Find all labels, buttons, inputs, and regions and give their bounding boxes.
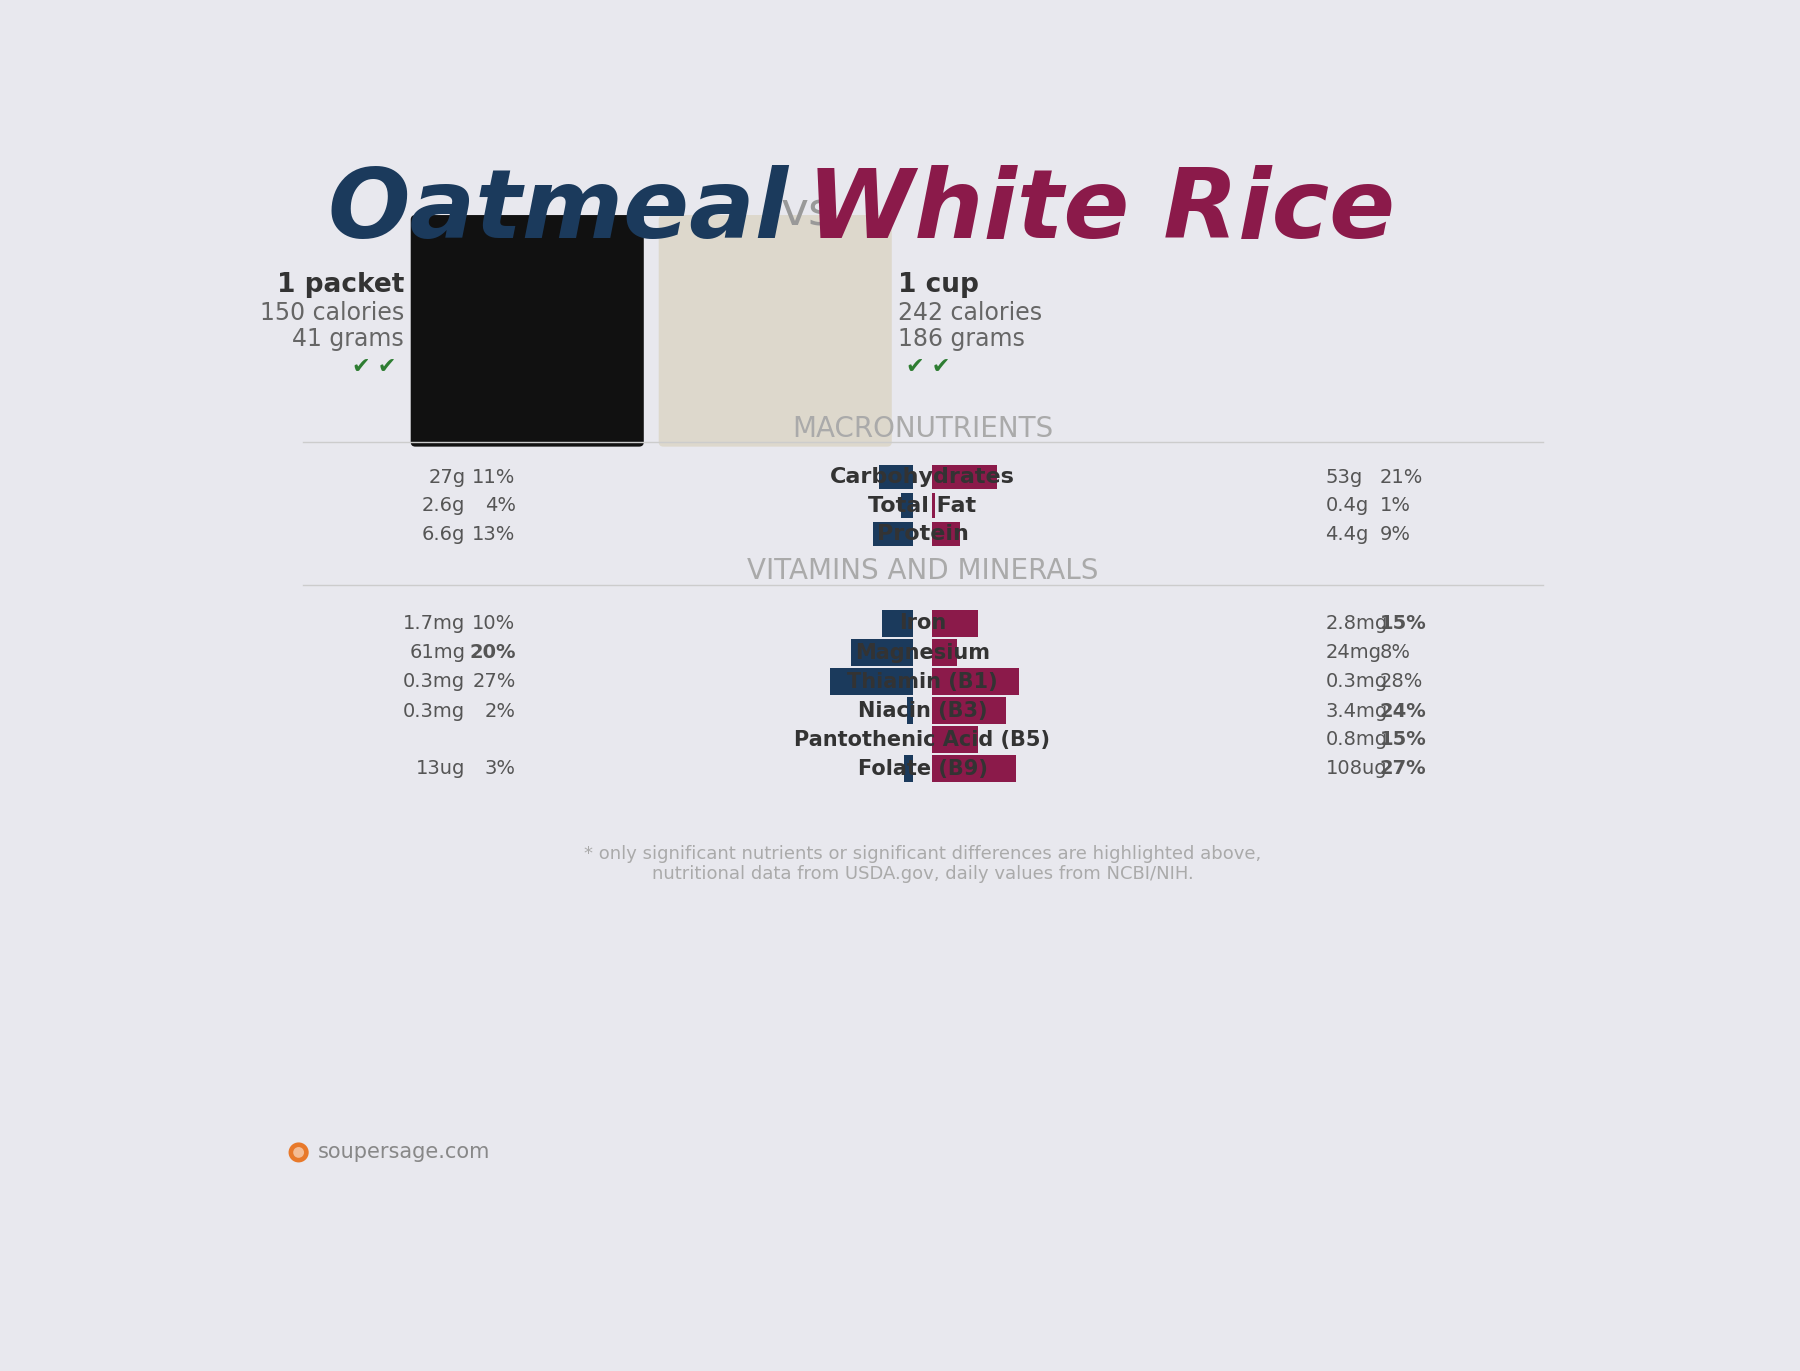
Text: 24mg: 24mg xyxy=(1325,643,1382,662)
Text: 11%: 11% xyxy=(472,468,515,487)
Text: 15%: 15% xyxy=(1381,731,1426,749)
Text: Oatmeal: Oatmeal xyxy=(328,165,788,258)
Text: 1%: 1% xyxy=(1381,496,1411,515)
Text: 27g: 27g xyxy=(428,468,464,487)
Text: Carbohydrates: Carbohydrates xyxy=(830,468,1015,487)
Text: ✔ ✔: ✔ ✔ xyxy=(351,356,396,377)
Circle shape xyxy=(293,1148,304,1158)
Text: 242 calories: 242 calories xyxy=(898,302,1042,325)
Text: * only significant nutrients or significant differences are highlighted above,: * only significant nutrients or signific… xyxy=(583,846,1262,864)
Text: 0.3mg: 0.3mg xyxy=(403,672,464,691)
Text: 186 grams: 186 grams xyxy=(898,326,1026,351)
Text: 8%: 8% xyxy=(1381,643,1411,662)
Text: 0.8mg: 0.8mg xyxy=(1325,731,1388,749)
Text: Folate (B9): Folate (B9) xyxy=(857,760,988,779)
Text: 41 grams: 41 grams xyxy=(292,326,403,351)
Text: 21%: 21% xyxy=(1381,468,1424,487)
Text: 4%: 4% xyxy=(484,496,515,515)
Bar xyxy=(830,668,913,695)
Text: 13ug: 13ug xyxy=(416,760,464,779)
Text: 61mg: 61mg xyxy=(409,643,464,662)
Text: 28%: 28% xyxy=(1381,672,1424,691)
Text: Niacin (B3): Niacin (B3) xyxy=(859,701,986,721)
Bar xyxy=(932,698,1006,724)
Bar xyxy=(932,610,979,636)
Bar xyxy=(932,725,979,753)
Bar xyxy=(932,465,997,489)
Text: MACRONUTRIENTS: MACRONUTRIENTS xyxy=(792,414,1053,443)
Text: Pantothenic Acid (B5): Pantothenic Acid (B5) xyxy=(794,729,1051,750)
Text: ✔ ✔: ✔ ✔ xyxy=(905,356,950,377)
Bar xyxy=(878,465,913,489)
Bar xyxy=(907,698,913,724)
Bar xyxy=(932,668,1019,695)
Text: Protein: Protein xyxy=(877,524,968,544)
Text: 20%: 20% xyxy=(470,643,515,662)
Text: 3.4mg: 3.4mg xyxy=(1325,702,1388,721)
Bar xyxy=(882,610,913,636)
Text: 108ug: 108ug xyxy=(1325,760,1388,779)
Text: vs.: vs. xyxy=(779,191,848,236)
Text: 27%: 27% xyxy=(472,672,515,691)
Bar xyxy=(932,639,956,666)
Text: 53g: 53g xyxy=(1325,468,1363,487)
Text: 3%: 3% xyxy=(484,760,515,779)
Text: 0.3mg: 0.3mg xyxy=(1325,672,1388,691)
Text: Magnesium: Magnesium xyxy=(855,643,990,662)
Text: 10%: 10% xyxy=(472,614,515,633)
Text: Iron: Iron xyxy=(898,613,947,633)
Text: 2.6g: 2.6g xyxy=(421,496,464,515)
Text: 2.8mg: 2.8mg xyxy=(1325,614,1388,633)
Text: 9%: 9% xyxy=(1381,525,1411,544)
Bar xyxy=(904,755,913,781)
Text: 27%: 27% xyxy=(1381,760,1426,779)
Text: 1 packet: 1 packet xyxy=(277,271,403,298)
Text: 0.3mg: 0.3mg xyxy=(403,702,464,721)
Bar xyxy=(932,522,959,547)
Bar xyxy=(932,494,934,518)
Text: soupersage.com: soupersage.com xyxy=(319,1142,490,1163)
Text: 1 cup: 1 cup xyxy=(898,271,979,298)
Circle shape xyxy=(288,1142,310,1163)
Text: 4.4g: 4.4g xyxy=(1325,525,1368,544)
Text: Thiamin (B1): Thiamin (B1) xyxy=(848,672,997,692)
Bar xyxy=(851,639,913,666)
Text: 2%: 2% xyxy=(484,702,515,721)
Bar xyxy=(900,494,913,518)
Text: 150 calories: 150 calories xyxy=(259,302,403,325)
FancyBboxPatch shape xyxy=(410,215,644,447)
Text: nutritional data from USDA.gov, daily values from NCBI/NIH.: nutritional data from USDA.gov, daily va… xyxy=(652,865,1193,883)
Bar xyxy=(873,522,913,547)
Text: 13%: 13% xyxy=(472,525,515,544)
Text: White Rice: White Rice xyxy=(806,165,1395,258)
Text: 15%: 15% xyxy=(1381,614,1426,633)
Text: VITAMINS AND MINERALS: VITAMINS AND MINERALS xyxy=(747,557,1098,585)
FancyBboxPatch shape xyxy=(659,215,891,447)
Text: 6.6g: 6.6g xyxy=(421,525,464,544)
Text: Total Fat: Total Fat xyxy=(868,496,977,515)
Text: 1.7mg: 1.7mg xyxy=(403,614,464,633)
Bar xyxy=(932,755,1015,781)
Text: 0.4g: 0.4g xyxy=(1325,496,1368,515)
Text: 24%: 24% xyxy=(1381,702,1426,721)
